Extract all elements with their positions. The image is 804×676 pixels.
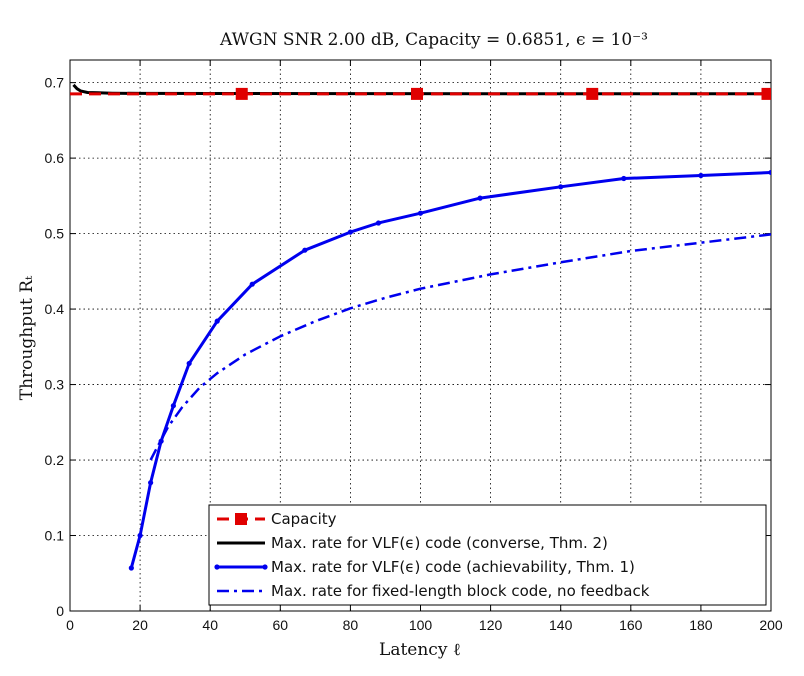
y-tick-label: 0.4 bbox=[45, 301, 65, 317]
series-point-achievability bbox=[621, 175, 627, 182]
y-tick-label: 0.1 bbox=[45, 528, 65, 544]
series-point-achievability bbox=[347, 229, 353, 235]
x-tick-label: 100 bbox=[409, 617, 433, 633]
x-tick-label: 20 bbox=[132, 617, 148, 633]
x-tick-label: 0 bbox=[66, 617, 74, 633]
y-tick-label: 0.2 bbox=[45, 452, 65, 468]
capacity-marker bbox=[235, 87, 248, 100]
chart-title: AWGN SNR 2.00 dB, Capacity = 0.6851, ϵ =… bbox=[219, 30, 648, 50]
y-axis-label: Throughput Rₜ bbox=[17, 275, 37, 400]
series-point-achievability bbox=[214, 318, 220, 324]
legend-marker bbox=[235, 513, 247, 525]
capacity-marker bbox=[410, 87, 423, 100]
legend-marker bbox=[214, 564, 220, 570]
series-point-achievability bbox=[186, 360, 192, 367]
y-tick-label: 0.6 bbox=[45, 150, 65, 166]
series-point-achievability bbox=[375, 220, 382, 226]
legend: Capacity Max. rate for VLF(ϵ) code (conve… bbox=[208, 504, 767, 606]
x-tick-label: 140 bbox=[549, 617, 573, 633]
series-point-achievability bbox=[768, 169, 771, 176]
legend-marker bbox=[262, 564, 268, 570]
x-tick-label: 80 bbox=[343, 617, 359, 633]
series-point-achievability bbox=[558, 184, 564, 190]
series-point-achievability bbox=[128, 565, 134, 571]
legend-label-2: Max. rate for VLF(ϵ) code (achievability… bbox=[271, 558, 635, 576]
series-point-achievability bbox=[137, 532, 143, 539]
series-point-achievability bbox=[148, 480, 154, 486]
x-tick-label: 160 bbox=[619, 617, 643, 633]
x-tick-label: 60 bbox=[273, 617, 289, 633]
x-axis-label: Latency ℓ bbox=[379, 640, 461, 660]
series-point-achievability bbox=[249, 281, 255, 287]
series-point-achievability bbox=[158, 438, 164, 444]
x-tick-label: 200 bbox=[759, 617, 783, 633]
series-point-achievability bbox=[417, 210, 424, 216]
legend-label-1: Max. rate for VLF(ϵ) code (converse, Thm… bbox=[271, 534, 608, 552]
y-tick-label: 0.7 bbox=[45, 75, 65, 91]
axis-ticks: 0 20 40 60 80 100 120 140 160 180 200 0 0.1 0.2 0.3 0.4… bbox=[45, 60, 783, 633]
y-tick-label: 0.3 bbox=[45, 377, 65, 393]
series-point-achievability bbox=[698, 172, 704, 179]
legend-box bbox=[208, 504, 767, 606]
series-point-achievability bbox=[477, 195, 483, 201]
y-tick-label: 0.5 bbox=[45, 226, 65, 242]
series-point-achievability bbox=[170, 403, 176, 409]
y-tick-label: 0 bbox=[56, 603, 64, 619]
capacity-marker bbox=[761, 87, 771, 100]
series-line-3 bbox=[149, 233, 771, 461]
x-tick-label: 120 bbox=[479, 617, 503, 633]
x-tick-label: 40 bbox=[202, 617, 218, 633]
legend-label-3: Max. rate for fixed-length block code, n… bbox=[271, 582, 650, 600]
capacity-marker bbox=[586, 87, 599, 100]
series-point-achievability bbox=[302, 247, 308, 253]
legend-label-0: Capacity bbox=[271, 510, 337, 528]
x-tick-label: 180 bbox=[689, 617, 713, 633]
series-layer bbox=[70, 83, 771, 571]
